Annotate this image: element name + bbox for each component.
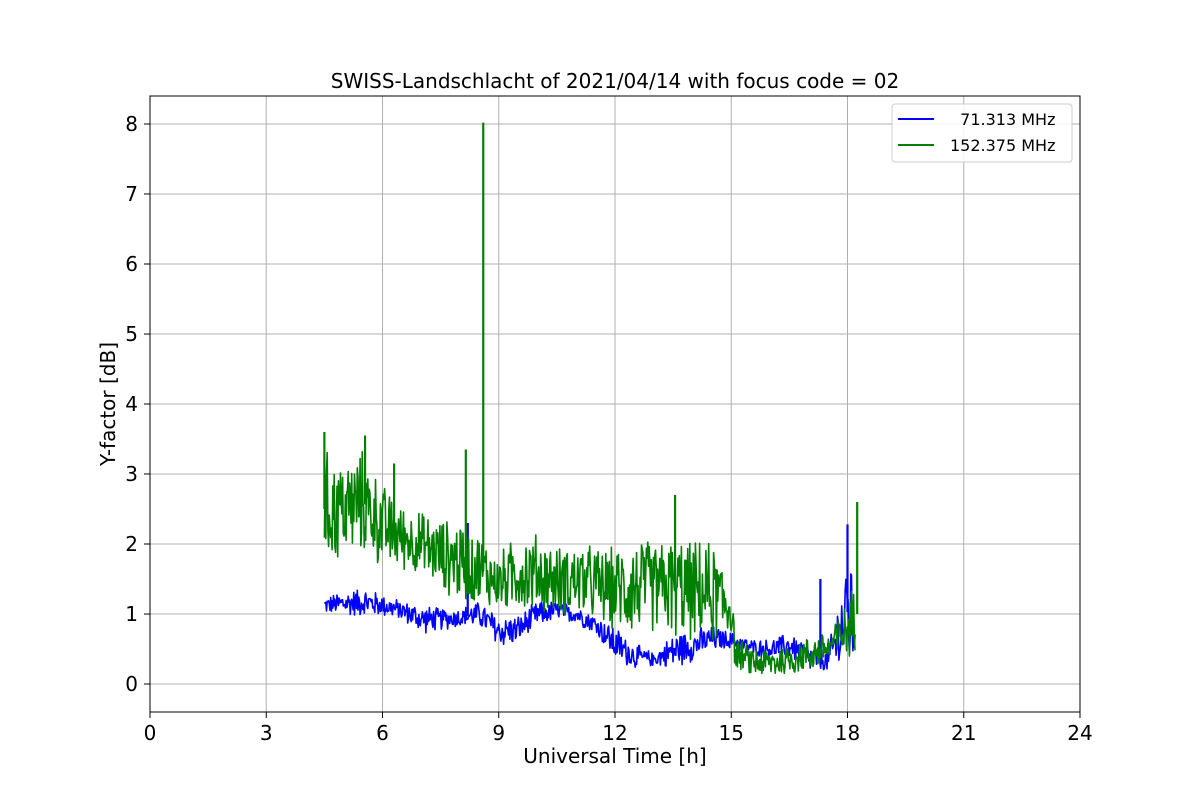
x-tick-label: 0 (144, 721, 157, 745)
legend-label-152mhz: 152.375 MHz (950, 136, 1055, 155)
y-tick-label: 4 (125, 392, 138, 416)
y-tick-label: 2 (125, 532, 138, 556)
y-tick-label: 8 (125, 112, 138, 136)
legend: 71.313 MHz 152.375 MHz (891, 103, 1073, 163)
x-tick-label: 18 (835, 721, 860, 745)
y-tick-label: 7 (125, 182, 138, 206)
x-tick-label: 9 (492, 721, 505, 745)
x-axis-label: Universal Time [h] (523, 744, 706, 768)
legend-label-71mhz: 71.313 MHz (950, 110, 1055, 129)
series-layer (323, 122, 859, 675)
y-axis-label: Y-factor [dB] (96, 342, 120, 467)
x-tick-label: 24 (1067, 721, 1092, 745)
chart-title: SWISS-Landschlacht of 2021/04/14 with fo… (331, 69, 899, 93)
legend-box (891, 103, 1073, 163)
x-axis: 0 3 6 9 12 15 18 21 24 (144, 712, 1093, 745)
y-tick-label: 1 (125, 602, 138, 626)
x-tick-label: 15 (719, 721, 744, 745)
x-tick-label: 12 (602, 721, 627, 745)
y-tick-label: 6 (125, 252, 138, 276)
x-tick-label: 6 (376, 721, 389, 745)
x-tick-label: 3 (260, 721, 273, 745)
y-tick-label: 0 (125, 672, 138, 696)
y-tick-label: 3 (125, 462, 138, 486)
y-axis: 0 1 2 3 4 5 6 7 8 (125, 112, 150, 696)
series-trace (323, 573, 856, 671)
x-tick-label: 21 (951, 721, 976, 745)
y-tick-label: 5 (125, 322, 138, 346)
series-1 (323, 122, 859, 675)
series-0 (323, 523, 856, 671)
series-trace (323, 451, 856, 675)
